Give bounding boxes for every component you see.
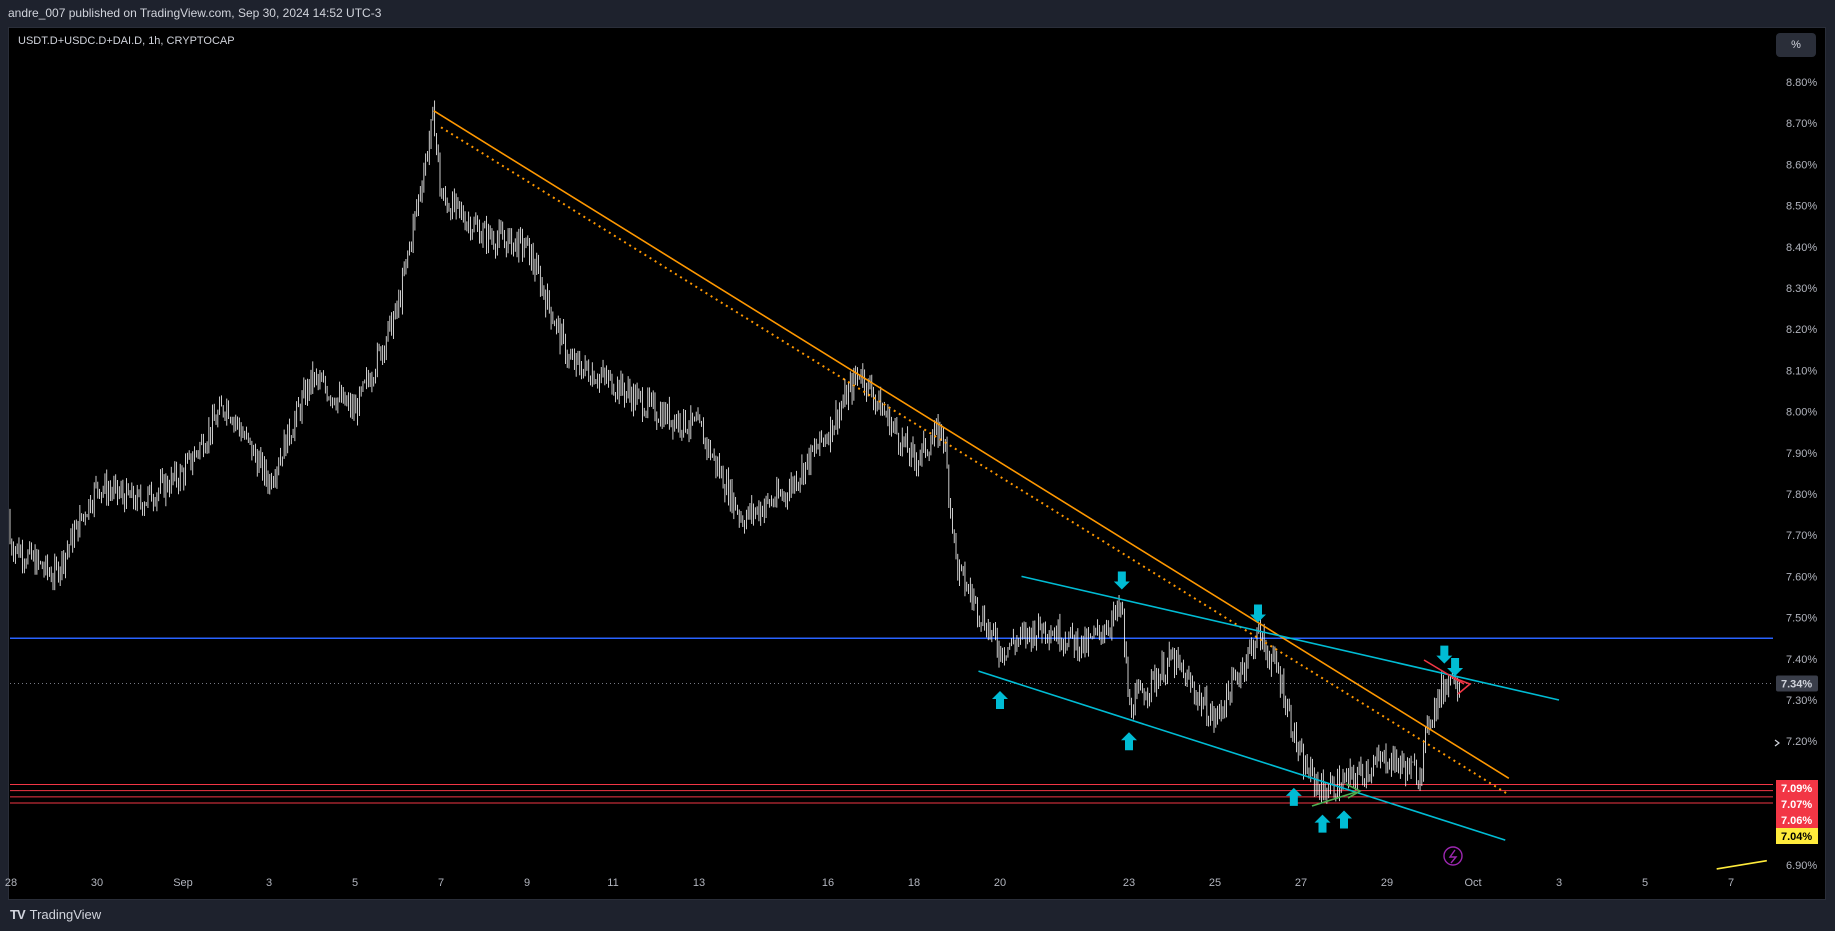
x-tick-label: 29 [1381,877,1393,889]
arrow-up-4 [1336,810,1352,829]
y-tick-label: 7.60% [1786,571,1817,583]
x-tick-label: 28 [5,877,17,889]
price-badge-1 [1776,796,1818,812]
trendline-2 [1021,575,1560,701]
price-badge-label: 7.04% [1781,831,1812,843]
y-tick-label: 8.00% [1786,407,1817,419]
arrow-up-2 [1285,787,1302,806]
footer-bar [0,900,1835,931]
y-tick-label: 8.30% [1786,283,1817,295]
arrow-up-3 [1314,814,1331,833]
publish-header: andre_007 published on TradingView.com, … [0,0,1835,27]
y-tick-label: 7.50% [1786,613,1817,625]
scale-marker-icon [1774,739,1780,747]
trendline-1 [440,126,1510,796]
y-tick-label: 8.60% [1786,159,1817,171]
trendline-3 [978,670,1506,841]
y-tick-label: 8.40% [1786,242,1817,254]
breakout-arrowhead [1453,677,1472,695]
x-tick-label: 3 [266,877,272,889]
x-tick-label: 25 [1209,877,1221,889]
percent-scale-button[interactable]: % [1776,33,1816,57]
y-tick-label: 6.90% [1786,860,1817,872]
price-badge-0 [1776,780,1818,796]
arrow-markers [992,571,1464,833]
arrow-down-8 [1447,658,1464,677]
tradingview-logo-icon: TV [10,907,26,922]
x-tick-label: 5 [352,877,358,889]
bounce-arrowhead [1345,783,1362,799]
last-price-badge [1776,675,1818,692]
annotations [1311,659,1780,866]
x-tick-label: Sep [173,877,193,889]
x-tick-label: 7 [438,877,444,889]
y-tick-label: 7.80% [1786,489,1817,501]
x-tick-label: 16 [822,877,834,889]
x-tick-label: 27 [1295,877,1307,889]
tradingview-brand[interactable]: TV TradingView [10,907,101,922]
horizontal-levels [10,637,1773,804]
y-tick-label: 8.10% [1786,365,1817,377]
price-badge-label: 7.09% [1781,783,1812,795]
x-tick-label: 3 [1556,877,1562,889]
x-tick-label: 9 [524,877,530,889]
trendline-4 [1716,859,1767,870]
lightning-bolt [1448,849,1458,864]
price-badge-3 [1776,828,1818,844]
trendlines [433,110,1767,870]
x-tick-label: 23 [1123,877,1135,889]
arrow-up-0 [992,691,1008,709]
chart-pane[interactable] [8,27,1826,900]
price-badge-label: 7.07% [1781,799,1812,811]
arrow-down-5 [1113,571,1130,590]
bounce-line [1311,791,1357,807]
x-tick-label: 7 [1728,877,1734,889]
x-tick-label: 20 [994,877,1006,889]
y-axis: 8.80% 8.70% 8.60% 8.50% 8.40% 8.30% 8.20% 8.10%… [1786,77,1817,872]
arrow-down-6 [1250,604,1266,623]
y-tick-label: 7.30% [1786,695,1817,707]
x-axis: 28 30 Sep 3 5 7 9 11 13 16 18 20 23 25 27 29 Oct 3 5 7 [5,877,1734,889]
y-tick-label: 8.70% [1786,118,1817,130]
y-tick-label: 7.90% [1786,448,1817,460]
candles [9,100,1460,804]
y-tick-label: 7.20% [1786,736,1817,748]
y-tick-label: 8.50% [1786,201,1817,213]
x-tick-label: 13 [693,877,705,889]
x-tick-label: 5 [1642,877,1648,889]
brand-name: TradingView [29,907,102,922]
arrow-up-1 [1121,732,1137,751]
x-tick-label: 18 [908,877,920,889]
lightning-icon [1443,846,1463,866]
symbol-label: USDT.D+USDC.D+DAI.D, 1h, CRYPTOCAP [18,35,235,47]
arrow-down-7 [1436,645,1453,664]
y-tick-label: 8.80% [1786,77,1817,89]
price-badge-label: 7.06% [1781,815,1812,827]
y-tick-label: 7.70% [1786,530,1817,542]
trendline-0 [433,110,1510,779]
y-tick-label: 8.20% [1786,324,1817,336]
x-tick-label: Oct [1464,877,1481,889]
price-badge-2 [1776,812,1818,828]
last-price-label: 7.34% [1781,679,1812,691]
price-badges: 7.34% 7.09% 7.07% 7.06% 7.04% [1776,675,1818,844]
x-tick-label: 30 [91,877,103,889]
x-tick-label: 11 [607,877,618,889]
y-tick-label: 7.40% [1786,654,1817,666]
